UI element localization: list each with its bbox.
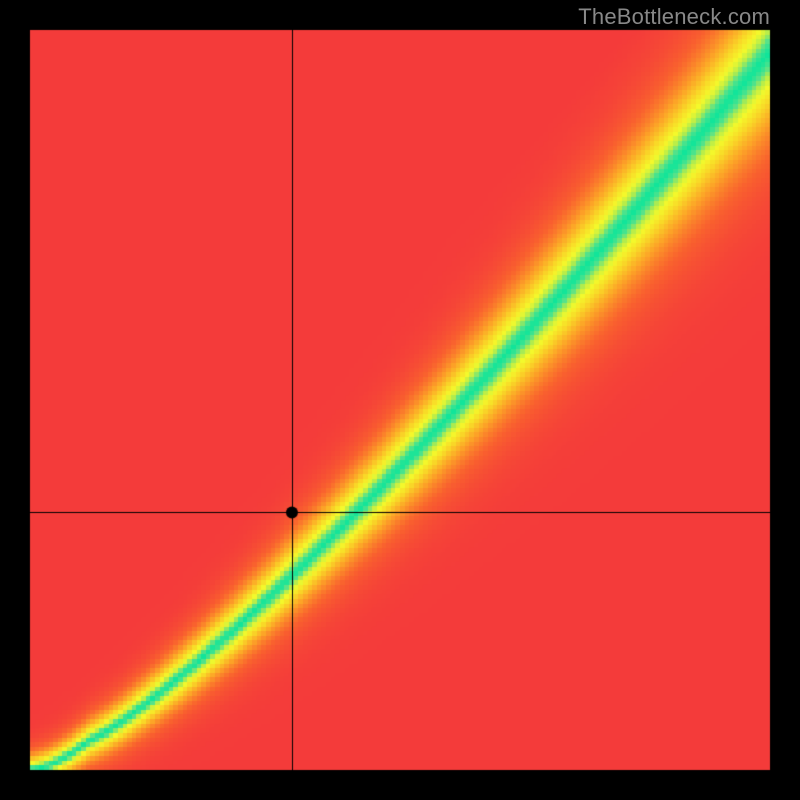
heatmap-canvas xyxy=(0,0,800,800)
figure-container: TheBottleneck.com xyxy=(0,0,800,800)
watermark-text: TheBottleneck.com xyxy=(578,4,770,30)
